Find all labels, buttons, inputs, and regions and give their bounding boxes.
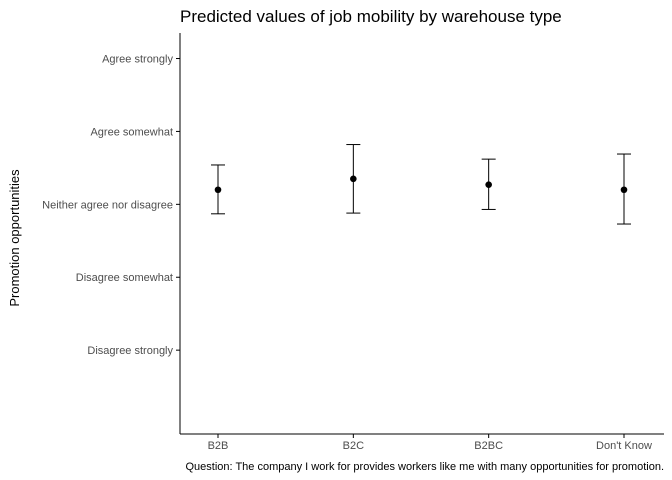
caption: Question: The company I work for provide… <box>186 461 665 473</box>
error-bar-3 <box>481 158 496 210</box>
error-bar-1 <box>211 164 225 215</box>
y-tick-label: Neither agree nor disagree <box>42 199 173 211</box>
chart-title: Predicted values of job mobility by ware… <box>180 7 562 26</box>
data-point <box>620 186 628 194</box>
y-tick-label: Agree somewhat <box>90 126 173 138</box>
x-tick-label: Don't Know <box>596 440 652 452</box>
error-bars <box>211 144 631 225</box>
x-tick-label: B2BC <box>474 440 503 452</box>
y-axis: Disagree strongly Disagree somewhat Neithe… <box>42 33 181 434</box>
x-tick-label: B2C <box>343 440 364 452</box>
y-axis-title: Promotion opportunities <box>7 169 22 307</box>
data-point <box>214 186 222 194</box>
x-tick-label: B2B <box>208 440 229 452</box>
y-tick-label: Agree strongly <box>102 54 173 66</box>
error-bar-4 <box>617 153 631 225</box>
y-tick-label: Disagree strongly <box>87 345 173 357</box>
y-tick-label: Disagree somewhat <box>76 272 173 284</box>
data-point <box>350 175 357 183</box>
x-axis: B2B B2C B2BC Don't Know <box>180 433 664 452</box>
data-point <box>485 181 492 188</box>
error-bar-2 <box>346 144 361 214</box>
